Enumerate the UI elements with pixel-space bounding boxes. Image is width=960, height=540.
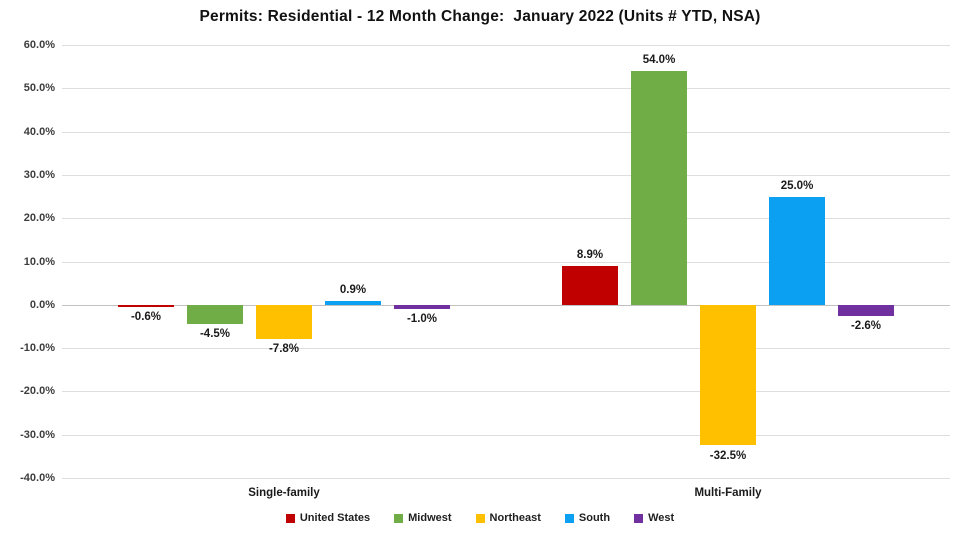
bar-south-multi-family <box>769 196 825 305</box>
gridline <box>62 45 950 46</box>
category-label: Single-family <box>248 487 320 499</box>
bar-midwest-single-family <box>187 304 243 325</box>
data-label: -0.6% <box>130 311 162 324</box>
y-axis-tick-label: 0.0% <box>29 298 55 311</box>
gridline <box>62 434 950 436</box>
y-axis-tick-label: -20.0% <box>20 385 55 398</box>
legend-label: Northeast <box>489 512 541 524</box>
legend-label: Midwest <box>408 512 452 524</box>
legend-swatch-icon <box>394 513 404 523</box>
y-axis-tick-label: -40.0% <box>20 472 55 484</box>
legend-label: West <box>648 512 675 524</box>
y-axis-tick-label: 20.0% <box>23 212 55 225</box>
y-axis-tick-label: 30.0% <box>23 168 55 181</box>
gridline <box>62 348 950 350</box>
legend-item-midwest: Midwest <box>394 512 452 524</box>
chart-title: Permits: Residential - 12 Month Change: … <box>199 8 761 25</box>
gridline <box>62 391 950 393</box>
gridline <box>62 478 950 479</box>
legend-swatch-icon <box>564 513 574 523</box>
legend-swatch-icon <box>475 513 485 523</box>
bar-midwest-multi-family <box>631 71 687 305</box>
data-label: 25.0% <box>780 179 814 192</box>
legend-swatch-icon <box>634 513 644 523</box>
category-label: Multi-Family <box>694 487 762 499</box>
y-axis-tick-label: 60.0% <box>23 39 55 51</box>
legend-item-northeast: Northeast <box>475 512 541 524</box>
data-label: -4.5% <box>199 328 231 341</box>
data-label: -1.0% <box>406 313 438 326</box>
y-axis-tick-label: -30.0% <box>20 428 55 441</box>
y-axis-tick-label: -10.0% <box>20 342 55 355</box>
gridline <box>62 131 950 133</box>
bar-northeast-single-family <box>256 304 312 339</box>
zero-axis-line <box>62 304 950 306</box>
legend-item-south: South <box>564 512 611 524</box>
legend-label: South <box>578 512 611 524</box>
gridline <box>62 88 950 90</box>
bar-united-states-multi-family <box>562 266 618 305</box>
y-axis-tick-label: 50.0% <box>23 82 55 95</box>
gridline <box>62 174 950 176</box>
legend-label: United States <box>299 512 371 524</box>
gridline <box>62 261 950 263</box>
gridline <box>62 218 950 220</box>
bar-west-multi-family <box>838 304 894 317</box>
data-label: 8.9% <box>576 249 604 262</box>
data-label: 54.0% <box>642 54 676 66</box>
y-axis-tick-label: 10.0% <box>23 255 55 268</box>
legend-item-west: West <box>634 512 674 524</box>
bar-northeast-multi-family <box>700 304 756 446</box>
legend-item-united-states: United States <box>285 512 371 524</box>
data-label: -32.5% <box>709 449 747 462</box>
legend: United States Midwest Northeast South West <box>0 512 960 524</box>
legend-swatch-icon <box>285 513 295 523</box>
data-label: -2.6% <box>850 320 882 333</box>
bar-south-single-family <box>325 300 381 305</box>
y-axis-tick-label: 40.0% <box>23 125 55 138</box>
data-label: 0.9% <box>339 283 367 296</box>
data-label: -7.8% <box>268 342 300 355</box>
bar-west-single-family <box>394 304 450 310</box>
bar-united-states-single-family <box>118 304 174 308</box>
